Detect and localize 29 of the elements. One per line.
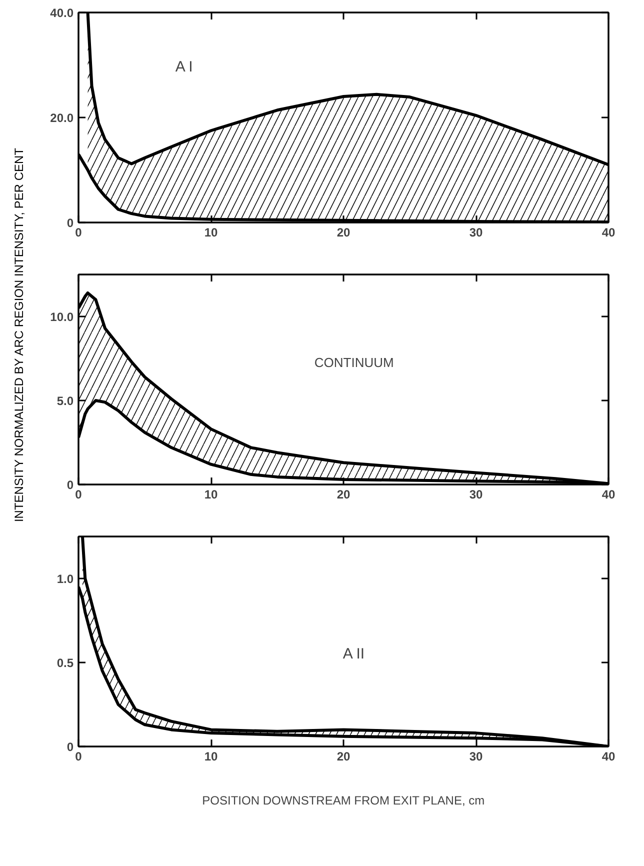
y-axis-title: INTENSITY NORMALIZED BY ARC REGION INTENSITY, PER CENT [11,146,27,524]
x-tick-label: 40 [602,750,616,764]
x-tick-label: 40 [602,226,616,240]
x-tick-label: 30 [469,750,483,764]
y-tick-label: 0.5 [56,656,74,670]
x-tick-label: 30 [469,488,483,502]
y-tick-label: 5.0 [56,394,74,408]
x-tick-label: 20 [336,226,350,240]
y-tick-label: 0 [66,216,74,230]
x-tick-label: 20 [336,750,350,764]
x-tick-label: 10 [204,488,218,502]
annotation: A I [175,58,193,76]
y-tick-label: 0 [66,740,74,754]
y-tick-label: 0 [66,478,74,492]
annotation: A II [342,646,365,663]
y-tick-label: 40.0 [50,6,74,20]
y-tick-label: 10.0 [50,310,74,324]
y-tick-label: 1.0 [56,572,74,586]
x-tick-label: 0 [75,750,82,764]
x-tick-label: 40 [602,488,616,502]
annotation: CONTINUUM [314,355,394,370]
y-tick-label: 20.0 [50,111,74,125]
x-tick-label: 0 [75,488,82,502]
x-tick-label: 10 [204,750,218,764]
x-axis-title: POSITION DOWNSTREAM FROM EXIT PLANE, cm [202,794,485,808]
x-tick-label: 0 [75,226,82,240]
x-tick-label: 10 [204,226,218,240]
x-tick-label: 20 [336,488,350,502]
x-tick-label: 30 [469,226,483,240]
